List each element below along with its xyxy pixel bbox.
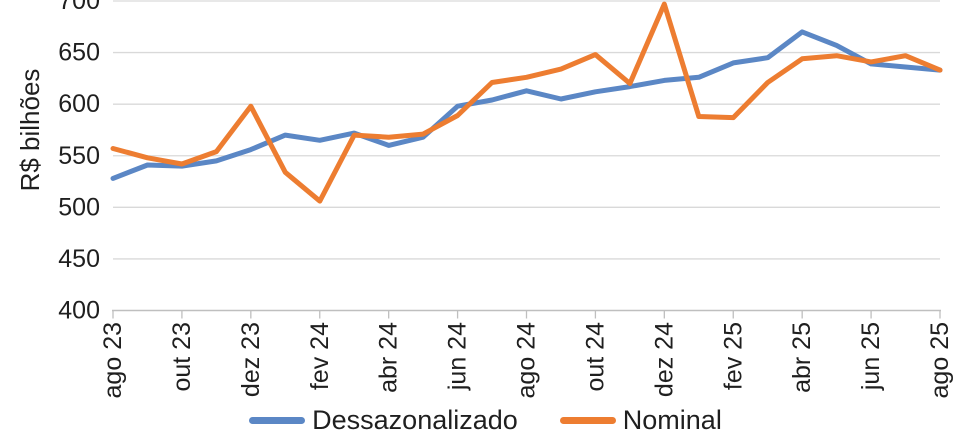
legend-swatch-nominal — [559, 417, 616, 424]
chart-legend: Dessazonalizado Nominal — [0, 407, 971, 434]
legend-item-dessazonalizado: Dessazonalizado — [249, 407, 518, 434]
x-tick-label-ago-24: ago 24 — [513, 322, 541, 399]
x-tick-label-out-24: out 24 — [581, 322, 609, 392]
legend-label-nominal: Nominal — [622, 405, 722, 435]
x-tick-label-ago-25: ago 25 — [926, 322, 954, 398]
x-tick-label-jun-25: jun 25 — [857, 322, 885, 391]
y-axis-title: R$ bilhões — [15, 69, 45, 192]
y-tick-label-450: 450 — [58, 245, 100, 273]
x-tick-label-abr-25: abr 25 — [788, 322, 816, 393]
x-tick-label-dez-24: dez 24 — [650, 322, 678, 397]
x-tick-label-fev-25: fev 25 — [719, 322, 747, 390]
y-tick-label-600: 600 — [58, 90, 100, 118]
y-tick-label-400: 400 — [58, 297, 100, 325]
y-tick-label-500: 500 — [58, 193, 100, 221]
x-tick-label-abr-24: abr 24 — [375, 322, 403, 393]
y-tick-label-650: 650 — [58, 39, 100, 67]
y-tick-label-700: 700 — [58, 0, 100, 15]
series-line-dessazonalizado — [110, 29, 943, 181]
legend-label-dessazonalizado: Dessazonalizado — [312, 405, 518, 435]
legend-swatch-dessazonalizado — [249, 417, 306, 424]
series-line-nominal — [110, 1, 943, 204]
x-tick-label-dez-23: dez 23 — [237, 322, 265, 397]
x-tick-label-out-23: out 23 — [168, 322, 196, 392]
x-tick-label-ago-23: ago 23 — [99, 322, 127, 398]
y-tick-label-550: 550 — [58, 142, 100, 170]
legend-item-nominal: Nominal — [559, 405, 722, 435]
x-tick-label-fev-24: fev 24 — [306, 322, 334, 390]
x-tick-label-jun-24: jun 24 — [444, 322, 472, 391]
